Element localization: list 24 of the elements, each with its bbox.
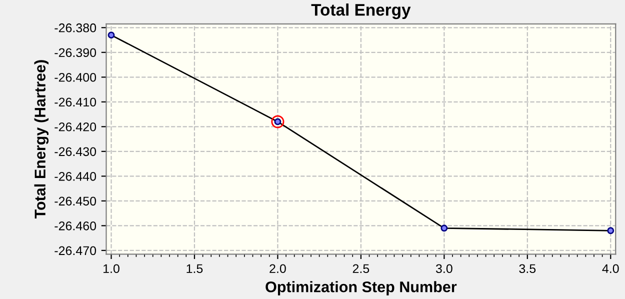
- x-tick-label: 2.0: [270, 264, 286, 274]
- x-axis-title: Optimization Step Number: [266, 281, 457, 296]
- x-tick-label: 3.0: [436, 264, 452, 274]
- y-axis-title: Total Energy (Hartree): [34, 60, 49, 219]
- point: [607, 227, 614, 234]
- y-tick-label: -26.440: [54, 172, 96, 181]
- x-tick-label: 3.5: [519, 264, 536, 274]
- point: [271, 115, 284, 128]
- y-tick-label: -26.430: [54, 147, 96, 156]
- y-tick-label: -26.420: [54, 122, 96, 132]
- chart-title: Total Energy: [311, 4, 411, 20]
- x-tick-label: 1.0: [104, 264, 120, 274]
- y-tick-label: -26.470: [54, 246, 96, 256]
- y-tick-label: -26.450: [54, 196, 96, 206]
- y-tick-label: -26.390: [54, 48, 96, 58]
- y-tick-label: -26.460: [54, 221, 96, 230]
- y-tick-label: -26.380: [54, 23, 96, 32]
- x-tick-label: 1.5: [186, 264, 203, 274]
- y-tick-label: -26.400: [54, 72, 96, 82]
- x-tick-label: 4.0: [602, 264, 619, 274]
- x-tick-label: 2.5: [352, 264, 370, 274]
- point: [440, 224, 448, 232]
- y-tick-label: -26.410: [54, 98, 96, 107]
- point: [108, 32, 115, 39]
